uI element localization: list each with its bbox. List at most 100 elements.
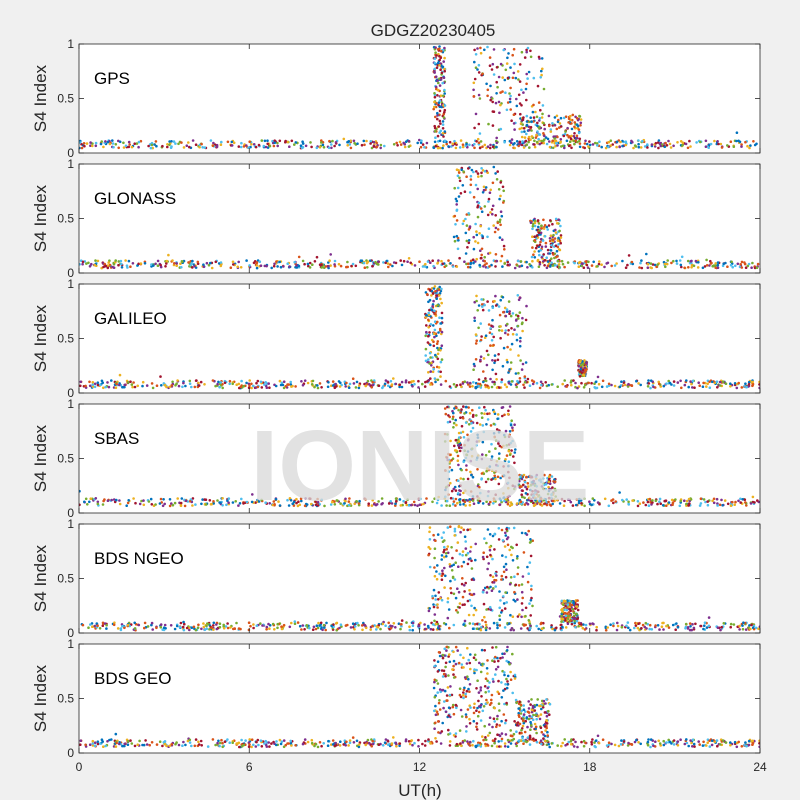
data-point xyxy=(526,46,530,50)
data-point xyxy=(308,261,312,265)
data-point xyxy=(546,228,549,231)
data-point xyxy=(325,621,328,625)
data-point xyxy=(534,503,537,506)
data-point xyxy=(538,125,541,129)
data-point xyxy=(539,237,543,241)
data-point xyxy=(298,624,302,628)
data-point xyxy=(353,141,356,145)
data-point xyxy=(518,80,522,83)
data-point xyxy=(434,380,437,384)
data-point xyxy=(483,412,486,416)
data-point xyxy=(525,82,528,86)
data-point xyxy=(453,239,457,243)
data-point xyxy=(529,221,533,224)
data-point xyxy=(408,742,412,746)
data-point xyxy=(507,460,511,464)
data-point xyxy=(501,265,504,268)
data-point xyxy=(716,386,719,389)
data-point xyxy=(500,214,504,218)
data-point xyxy=(670,383,673,386)
data-point xyxy=(473,319,477,323)
data-point xyxy=(521,489,524,493)
data-point xyxy=(565,385,568,388)
data-point xyxy=(442,531,446,534)
data-point xyxy=(539,248,542,252)
data-point xyxy=(429,323,433,326)
data-point xyxy=(525,120,529,123)
data-point xyxy=(154,140,158,143)
data-point xyxy=(486,213,490,217)
data-point xyxy=(455,234,459,238)
data-point xyxy=(450,459,453,462)
data-point xyxy=(638,266,641,269)
data-point xyxy=(400,624,403,628)
data-point xyxy=(475,421,479,425)
data-point xyxy=(538,116,542,120)
data-point xyxy=(371,383,375,387)
data-point xyxy=(511,484,515,488)
data-point xyxy=(467,239,471,242)
data-point xyxy=(547,224,551,227)
data-point xyxy=(93,263,96,267)
data-point xyxy=(500,611,503,614)
data-point xyxy=(528,120,531,124)
data-point xyxy=(528,384,532,388)
data-point xyxy=(432,340,435,344)
data-point xyxy=(158,502,162,505)
data-point xyxy=(443,67,446,71)
data-point xyxy=(699,624,703,628)
data-point xyxy=(543,259,546,262)
data-point xyxy=(533,250,536,253)
data-point xyxy=(585,142,589,146)
data-point xyxy=(459,383,462,387)
data-point xyxy=(529,488,532,492)
data-point xyxy=(510,327,513,330)
data-point xyxy=(483,537,486,540)
data-point xyxy=(286,262,290,266)
data-point xyxy=(433,57,437,60)
data-point xyxy=(139,139,143,143)
data-point xyxy=(470,454,474,458)
data-point xyxy=(553,237,557,240)
data-point xyxy=(335,621,339,625)
data-point xyxy=(88,384,92,388)
data-point xyxy=(83,500,86,504)
data-point xyxy=(214,384,217,388)
y-tick-label: 0 xyxy=(67,386,74,400)
data-point xyxy=(451,576,455,580)
data-point xyxy=(294,141,298,144)
data-point xyxy=(618,385,622,389)
data-point xyxy=(498,606,502,610)
data-point xyxy=(549,130,553,133)
data-point xyxy=(738,140,742,144)
data-point xyxy=(646,500,650,504)
data-point xyxy=(563,379,566,382)
data-point xyxy=(575,619,579,623)
data-point xyxy=(729,622,733,626)
data-point xyxy=(454,223,457,226)
data-point xyxy=(239,385,243,389)
data-point xyxy=(360,624,364,627)
data-point xyxy=(440,536,444,539)
data-point xyxy=(451,415,455,419)
data-point xyxy=(440,330,444,334)
data-point xyxy=(492,410,496,414)
data-point xyxy=(492,422,496,426)
data-point xyxy=(290,385,293,388)
data-point xyxy=(519,359,522,362)
data-point xyxy=(489,500,492,504)
data-point xyxy=(231,501,235,504)
data-point xyxy=(187,626,191,630)
data-point xyxy=(320,266,324,269)
data-point xyxy=(404,140,408,143)
data-point xyxy=(537,222,541,225)
data-point xyxy=(203,628,207,632)
data-point xyxy=(686,146,690,150)
data-point xyxy=(564,130,567,133)
data-point xyxy=(457,408,460,412)
data-point xyxy=(468,622,472,625)
data-point xyxy=(663,262,667,266)
data-point xyxy=(476,456,479,460)
data-point xyxy=(130,145,134,149)
